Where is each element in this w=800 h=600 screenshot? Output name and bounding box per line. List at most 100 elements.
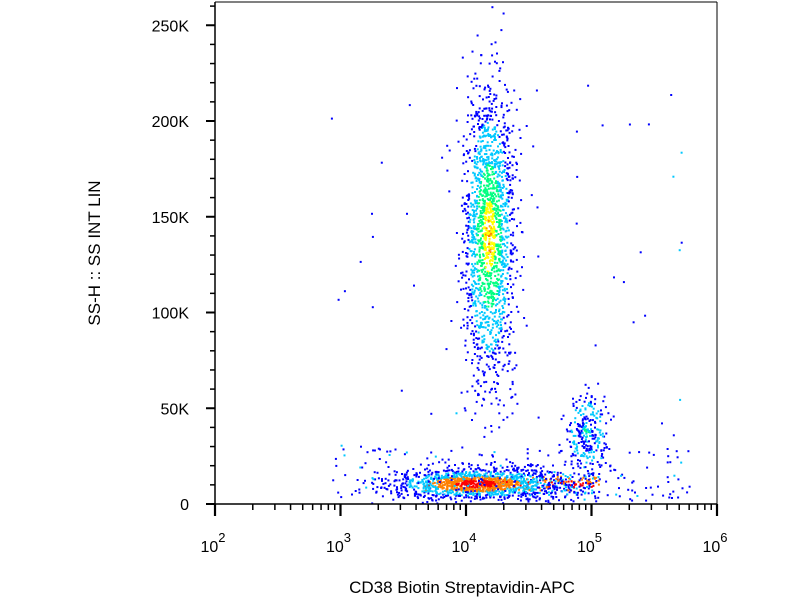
event-dot [501,141,504,144]
event-dot [509,461,512,464]
event-dot [401,482,404,485]
event-dot [495,218,498,221]
event-dot [445,348,448,351]
event-dot [416,473,418,476]
event-dot [480,269,483,272]
event-dot [505,192,508,194]
event-dot [501,243,504,246]
event-dot [476,112,479,115]
event-dot [454,264,457,267]
event-dot [437,477,440,480]
event-dot [489,496,492,499]
event-dot [494,137,496,140]
event-dot [506,475,509,478]
event-dot [520,152,523,155]
event-dot [505,104,508,107]
event-dot [523,479,525,482]
event-dot [490,402,493,405]
event-dot [505,198,508,201]
event-dot [506,370,509,373]
event-dot [393,484,396,487]
event-dot [474,389,477,392]
event-dot [412,468,415,470]
event-dot [480,290,483,293]
event-dot [469,133,472,136]
event-dot [498,257,501,260]
event-dot [361,466,364,469]
event-dot [481,131,484,134]
event-dot [455,119,458,122]
event-dot [482,485,485,488]
event-dot [511,174,514,177]
event-dot [486,272,489,274]
event-dot [381,479,383,482]
event-dot [472,265,475,268]
event-dot [503,363,506,366]
event-dot [475,180,478,182]
event-dot [466,324,469,327]
event-dot [482,175,485,178]
event-dot [497,498,500,501]
event-dot [481,270,484,273]
event-dot [487,126,490,129]
event-dot [523,474,526,477]
event-dot [480,155,483,158]
event-dot [457,488,460,491]
event-dot [488,206,491,209]
event-dot [582,442,585,445]
event-dot [497,361,500,364]
event-dot [497,233,500,235]
event-dot [581,445,584,448]
event-dot [430,484,433,487]
event-dot [482,268,485,271]
event-dot [435,472,438,475]
event-dot [657,485,659,488]
event-dot [488,368,491,371]
event-dot [371,306,374,309]
event-dot [516,471,519,473]
event-dot [466,217,469,220]
event-dot [501,259,504,262]
event-dot [485,380,488,383]
event-dot [506,137,509,140]
event-dot [447,492,450,495]
event-dot [575,130,578,133]
event-dot [427,489,430,492]
event-dot [560,418,563,421]
event-dot [595,481,598,484]
event-dot [585,436,588,438]
event-dot [589,419,592,421]
event-dot [476,484,479,487]
event-dot [458,478,461,480]
event-dot [590,423,592,426]
event-dot [499,486,502,489]
event-dot [504,249,507,252]
event-dot [429,486,432,489]
event-dot [461,276,464,279]
event-dot [688,485,691,488]
event-dot [477,382,480,385]
event-dot [511,494,514,497]
event-dot [490,168,492,170]
event-dot [482,209,485,212]
event-dot [490,110,493,113]
event-dot [509,477,512,480]
event-dot [490,256,493,259]
event-dot [479,173,482,176]
event-dot [552,486,555,489]
event-dot [477,119,480,122]
event-dot [644,314,647,317]
event-dot [495,334,497,337]
event-dot [494,469,497,472]
event-dot [507,127,510,130]
event-dot [584,428,587,431]
event-dot [446,491,449,494]
event-dot [477,488,480,491]
event-dot [472,334,475,337]
event-dot [551,475,554,478]
event-dot [530,485,533,488]
event-dot [504,298,507,301]
event-dot [475,84,478,87]
event-dot [577,429,580,432]
event-dot [479,355,482,358]
